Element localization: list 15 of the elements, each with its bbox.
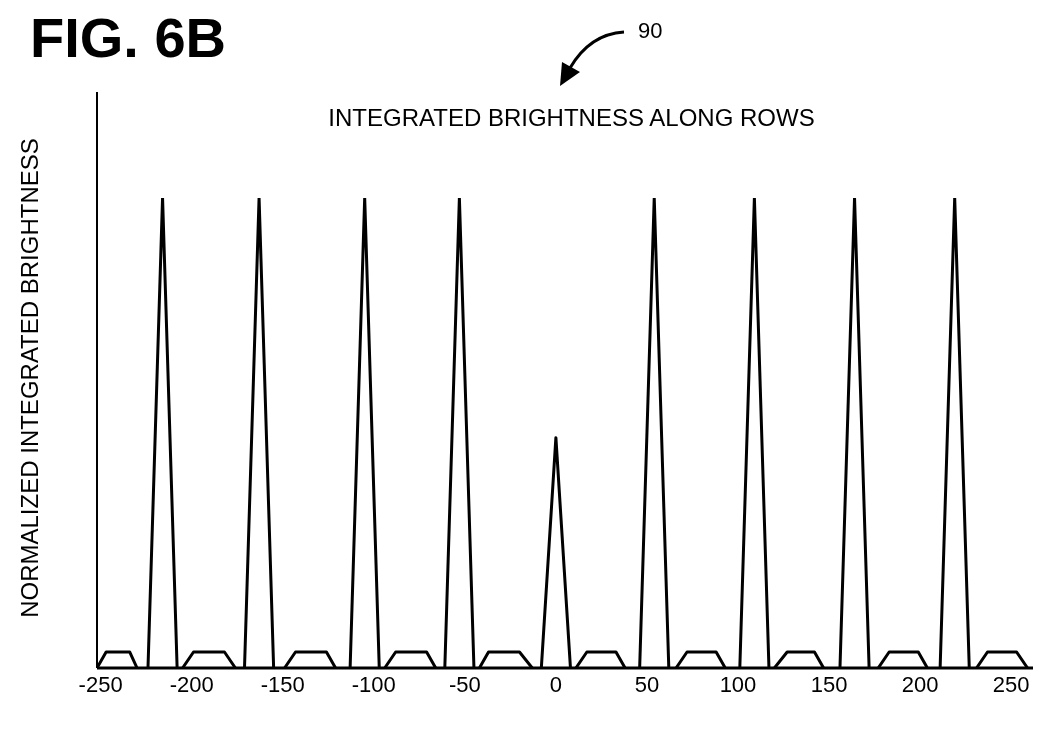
- x-tick-label: 100: [719, 671, 757, 697]
- chart-title: INTEGRATED BRIGHTNESS ALONG ROWS: [327, 104, 816, 132]
- x-tick-label: -150: [260, 671, 305, 697]
- caption: FIG. 6B: [30, 6, 227, 69]
- x-tick-label: -200: [169, 671, 214, 697]
- x-tick-label: -250: [78, 671, 123, 697]
- x-tick-label: 200: [901, 671, 939, 697]
- x-tick-label: -100: [351, 671, 396, 697]
- x-tick-label: 50: [634, 671, 660, 697]
- x-tick-label: 0: [549, 671, 563, 697]
- y-axis-title: NORMALIZED INTEGRATED BRIGHTNESS: [16, 138, 44, 618]
- text: 90: [638, 18, 663, 44]
- x-tick-label: -50: [448, 671, 481, 697]
- x-tick-label: 150: [810, 671, 848, 697]
- x-tick-label: 250: [992, 671, 1030, 697]
